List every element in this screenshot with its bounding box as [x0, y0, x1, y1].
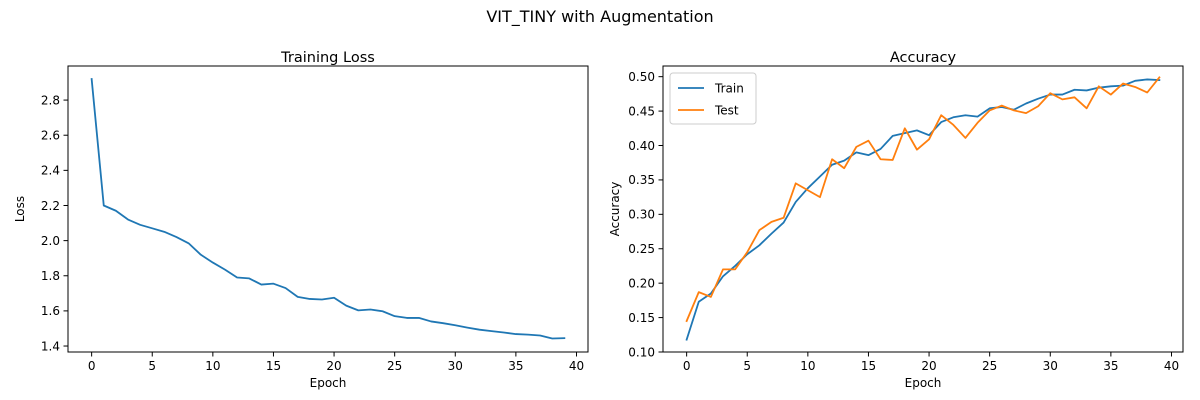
training-loss-ytick-label-4: 2.2	[41, 199, 60, 213]
training-loss-axes-frame	[67, 65, 589, 353]
accuracy-xtick-label-30: 30	[1043, 359, 1058, 373]
accuracy-legend-box	[669, 72, 757, 125]
training-loss-xtick-label-35: 35	[508, 359, 523, 373]
training-loss-title: Training Loss	[280, 50, 375, 66]
training-loss-ytick-label-7: 2.8	[41, 93, 60, 107]
training-loss-series-1-line	[90, 78, 566, 340]
training-loss-chart: 0 5 10 15 20 25 30 35 40 1.4 1.6 1.8 2.0 2.2 2.4 2.6 2.8…	[13, 50, 589, 390]
training-loss-ylabel: Loss	[13, 196, 27, 222]
training-loss-ytick-label-3: 2.0	[41, 234, 60, 248]
accuracy-ytick-label-3: 0.25	[628, 242, 655, 256]
accuracy-ytick-label-2: 0.20	[628, 276, 655, 290]
accuracy-xtick-label-35: 35	[1103, 359, 1118, 373]
training-loss-ytick-label-1: 1.6	[41, 304, 60, 318]
training-loss-ytick-label-2: 1.8	[41, 269, 60, 283]
figure-title: VIT_TINY with Augmentation	[486, 7, 713, 27]
training-loss-xtick-label-40: 40	[569, 359, 584, 373]
accuracy-ylabel: Accuracy	[608, 182, 622, 237]
accuracy-xtick-label-20: 20	[921, 359, 936, 373]
accuracy-xtick-label-5: 5	[743, 359, 751, 373]
accuracy-xtick-label-40: 40	[1164, 359, 1179, 373]
accuracy-legend-label-test: Test	[714, 104, 739, 118]
accuracy-legend: Train Test	[669, 72, 757, 125]
accuracy-xlabel: Epoch	[905, 376, 942, 390]
accuracy-legend-label-train: Train	[714, 82, 744, 96]
accuracy-xtick-label-10: 10	[800, 359, 815, 373]
accuracy-xtick-label-0: 0	[683, 359, 691, 373]
accuracy-xtick-label-25: 25	[982, 359, 997, 373]
accuracy-series-test-line	[685, 76, 1161, 323]
accuracy-ytick-label-4: 0.30	[628, 208, 655, 222]
accuracy-title: Accuracy	[890, 50, 957, 66]
accuracy-chart: 0 5 10 15 20 25 30 35 40 0.10 0.15 0.20 0.25 0.30 0.35…	[608, 50, 1184, 390]
accuracy-xtick-label-15: 15	[861, 359, 876, 373]
training-loss-ytick-label-5: 2.4	[41, 164, 60, 178]
accuracy-ytick-label-7: 0.45	[628, 104, 655, 118]
accuracy-series-train-line	[685, 78, 1161, 341]
training-loss-ytick-label-0: 1.4	[41, 339, 60, 353]
training-loss-xtick-label-25: 25	[387, 359, 402, 373]
accuracy-ytick-label-0: 0.10	[628, 345, 655, 359]
training-loss-xtick-label-10: 10	[205, 359, 220, 373]
accuracy-ytick-label-1: 0.15	[628, 311, 655, 325]
accuracy-axes-frame	[662, 65, 1184, 353]
training-loss-ytick-label-6: 2.6	[41, 129, 60, 143]
training-loss-xtick-label-30: 30	[448, 359, 463, 373]
training-loss-xlabel: Epoch	[310, 376, 347, 390]
accuracy-ytick-label-8: 0.50	[628, 70, 655, 84]
accuracy-ytick-label-5: 0.35	[628, 173, 655, 187]
training-loss-xtick-label-0: 0	[88, 359, 96, 373]
training-loss-xtick-label-5: 5	[148, 359, 156, 373]
training-loss-xtick-label-15: 15	[266, 359, 281, 373]
accuracy-ytick-label-6: 0.40	[628, 139, 655, 153]
training-loss-xtick-label-20: 20	[326, 359, 341, 373]
